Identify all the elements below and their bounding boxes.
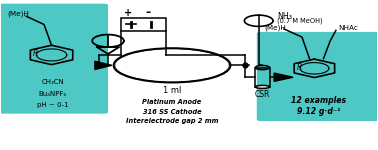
Text: 12 examples: 12 examples [291, 96, 347, 105]
Text: -: - [146, 6, 151, 19]
Text: Bu₄NPF₆: Bu₄NPF₆ [39, 91, 67, 97]
Text: Platinum Anode: Platinum Anode [143, 99, 202, 105]
Text: 316 SS Cathode: 316 SS Cathode [143, 109, 201, 115]
Text: +: + [124, 8, 132, 18]
FancyBboxPatch shape [0, 4, 108, 114]
Text: pH ~ 0-1: pH ~ 0-1 [37, 102, 68, 108]
Text: (Me)H: (Me)H [8, 10, 29, 17]
Text: Interelectrode gap 2 mm: Interelectrode gap 2 mm [126, 118, 218, 124]
Text: CH₃CN: CH₃CN [41, 79, 64, 85]
FancyBboxPatch shape [257, 32, 378, 121]
Text: (Me)H: (Me)H [264, 25, 286, 32]
Text: 1 ml: 1 ml [163, 86, 181, 95]
Ellipse shape [115, 49, 229, 82]
Text: R: R [297, 63, 302, 72]
Ellipse shape [255, 85, 270, 88]
Polygon shape [274, 73, 293, 81]
Text: NH₃: NH₃ [277, 12, 292, 21]
Polygon shape [95, 61, 112, 69]
Text: R: R [33, 49, 38, 58]
Text: NHAc: NHAc [338, 25, 358, 31]
Text: CSR: CSR [255, 90, 270, 99]
Text: 9.12 g·d⁻¹: 9.12 g·d⁻¹ [297, 107, 341, 116]
Bar [121, 18, 166, 31]
Bar [255, 68, 270, 87]
Text: (0.7 M MeOH): (0.7 M MeOH) [277, 17, 322, 24]
